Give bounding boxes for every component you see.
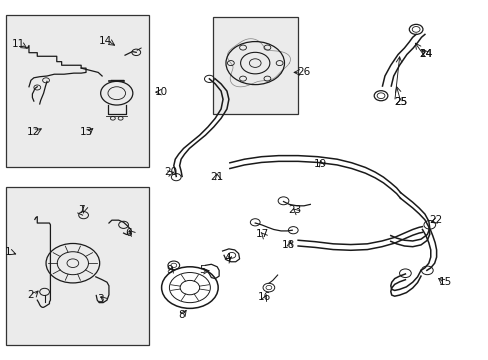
Text: 3: 3 [97, 294, 104, 304]
Text: 14: 14 [99, 36, 112, 46]
Bar [5, 187, 149, 345]
Text: 20: 20 [163, 167, 177, 177]
Text: 2: 2 [27, 291, 34, 301]
Text: 23: 23 [288, 206, 301, 216]
Text: 13: 13 [80, 127, 93, 136]
Text: 11: 11 [12, 40, 25, 49]
Text: 26: 26 [297, 67, 310, 77]
Text: 21: 21 [210, 172, 223, 182]
Text: 1: 1 [5, 247, 12, 257]
Text: 22: 22 [428, 215, 441, 225]
Text: 5: 5 [199, 265, 205, 275]
Text: 24: 24 [418, 49, 431, 59]
Text: 18: 18 [281, 240, 294, 250]
Text: 10: 10 [155, 87, 168, 97]
Text: 24: 24 [418, 49, 431, 59]
Text: 16: 16 [257, 292, 270, 302]
Text: 15: 15 [438, 277, 451, 287]
Text: 17: 17 [255, 229, 268, 239]
Text: 19: 19 [313, 159, 326, 169]
Bar [212, 17, 298, 114]
Text: 4: 4 [224, 253, 230, 263]
Text: 9: 9 [166, 265, 172, 275]
Text: 8: 8 [178, 310, 184, 320]
Text: 25: 25 [393, 97, 407, 107]
Text: 12: 12 [27, 127, 41, 136]
Text: 25: 25 [393, 97, 407, 107]
Text: 7: 7 [78, 206, 84, 216]
Text: 6: 6 [125, 228, 132, 238]
Bar [5, 15, 149, 167]
